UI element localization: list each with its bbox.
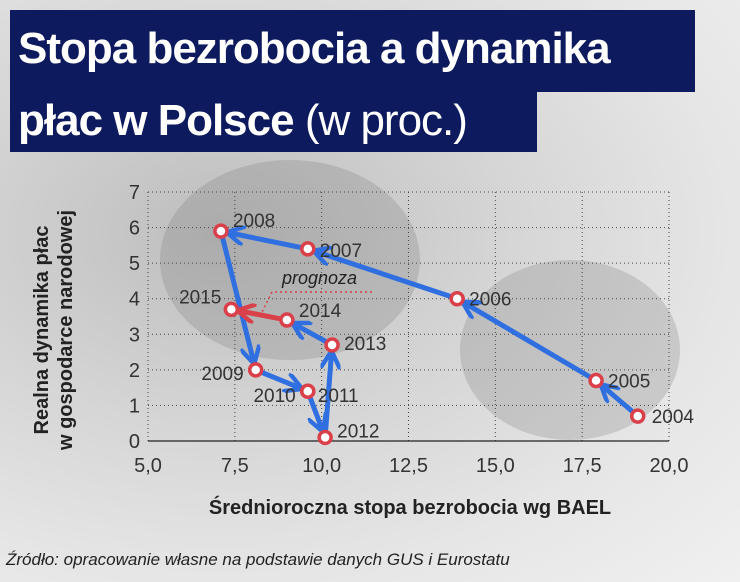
trajectory-segment bbox=[466, 304, 592, 379]
x-tick-label: 7,5 bbox=[221, 455, 249, 477]
data-point bbox=[247, 362, 264, 378]
point-label: 2012 bbox=[337, 421, 379, 442]
data-point bbox=[223, 301, 240, 318]
point-label: 2013 bbox=[344, 334, 386, 355]
y-axis-label: Realna dynamika płac bbox=[31, 226, 53, 435]
trajectory-segment bbox=[231, 233, 303, 250]
x-tick-label: 20,0 bbox=[650, 455, 689, 477]
title-box bbox=[10, 92, 537, 152]
chart-title: Stopa bezrobocia a dynamika bbox=[18, 24, 611, 73]
y-tick-label: 3 bbox=[129, 324, 140, 346]
x-tick-label: 15,0 bbox=[476, 455, 515, 477]
forecast-annotation: prognoza bbox=[281, 268, 357, 288]
data-point bbox=[588, 372, 604, 389]
point-label: 2007 bbox=[320, 241, 362, 262]
x-tick-label: 17,5 bbox=[563, 455, 602, 477]
y-tick-label: 1 bbox=[129, 395, 140, 417]
forecast-leader-line bbox=[261, 291, 372, 313]
point-label: 2005 bbox=[608, 372, 650, 393]
x-tick-label: 5,0 bbox=[134, 455, 162, 477]
point-label: 2014 bbox=[299, 301, 342, 322]
y-tick-label: 2 bbox=[129, 360, 140, 382]
title-box bbox=[10, 10, 695, 92]
background-photo bbox=[460, 260, 680, 440]
data-point bbox=[279, 312, 295, 328]
y-tick-label: 5 bbox=[129, 253, 140, 275]
y-tick-label: 4 bbox=[129, 289, 140, 311]
source-note: Źródło: opracowanie własne na podstawie … bbox=[6, 550, 510, 569]
x-tick-label: 10,0 bbox=[302, 455, 341, 477]
x-axis-label: Średnioroczna stopa bezrobocia wg BAEL bbox=[209, 495, 611, 519]
data-point bbox=[629, 408, 646, 424]
data-point bbox=[317, 429, 333, 446]
trajectory-segment bbox=[317, 252, 453, 299]
data-point bbox=[300, 383, 316, 399]
trajectory-segment bbox=[326, 355, 332, 432]
trajectory-segment bbox=[311, 396, 322, 428]
point-label: 2010 bbox=[253, 386, 295, 407]
data-point bbox=[449, 290, 465, 307]
point-label: 2006 bbox=[469, 290, 511, 311]
y-tick-label: 0 bbox=[129, 431, 140, 453]
y-tick-label: 7 bbox=[129, 182, 140, 204]
point-label: 2011 bbox=[318, 386, 359, 407]
trajectory-segment bbox=[241, 311, 282, 318]
y-tick-label: 6 bbox=[129, 218, 140, 240]
x-tick-label: 12,5 bbox=[389, 455, 428, 477]
data-point bbox=[300, 241, 316, 257]
point-label: 2009 bbox=[201, 364, 243, 385]
y-axis-label-2: w gospodarce narodowej bbox=[55, 210, 77, 451]
trajectory-segment bbox=[220, 236, 253, 360]
data-point bbox=[324, 337, 340, 353]
point-label: 2004 bbox=[652, 407, 695, 428]
data-point bbox=[213, 223, 229, 239]
point-label: 2008 bbox=[233, 211, 275, 232]
point-label: 2015 bbox=[179, 287, 221, 308]
trajectory-segment bbox=[260, 370, 298, 388]
chart-subtitle: płac w Polsce (w proc.) bbox=[18, 96, 468, 145]
trajectory-segment bbox=[604, 387, 635, 414]
trajectory-segment bbox=[296, 325, 328, 344]
